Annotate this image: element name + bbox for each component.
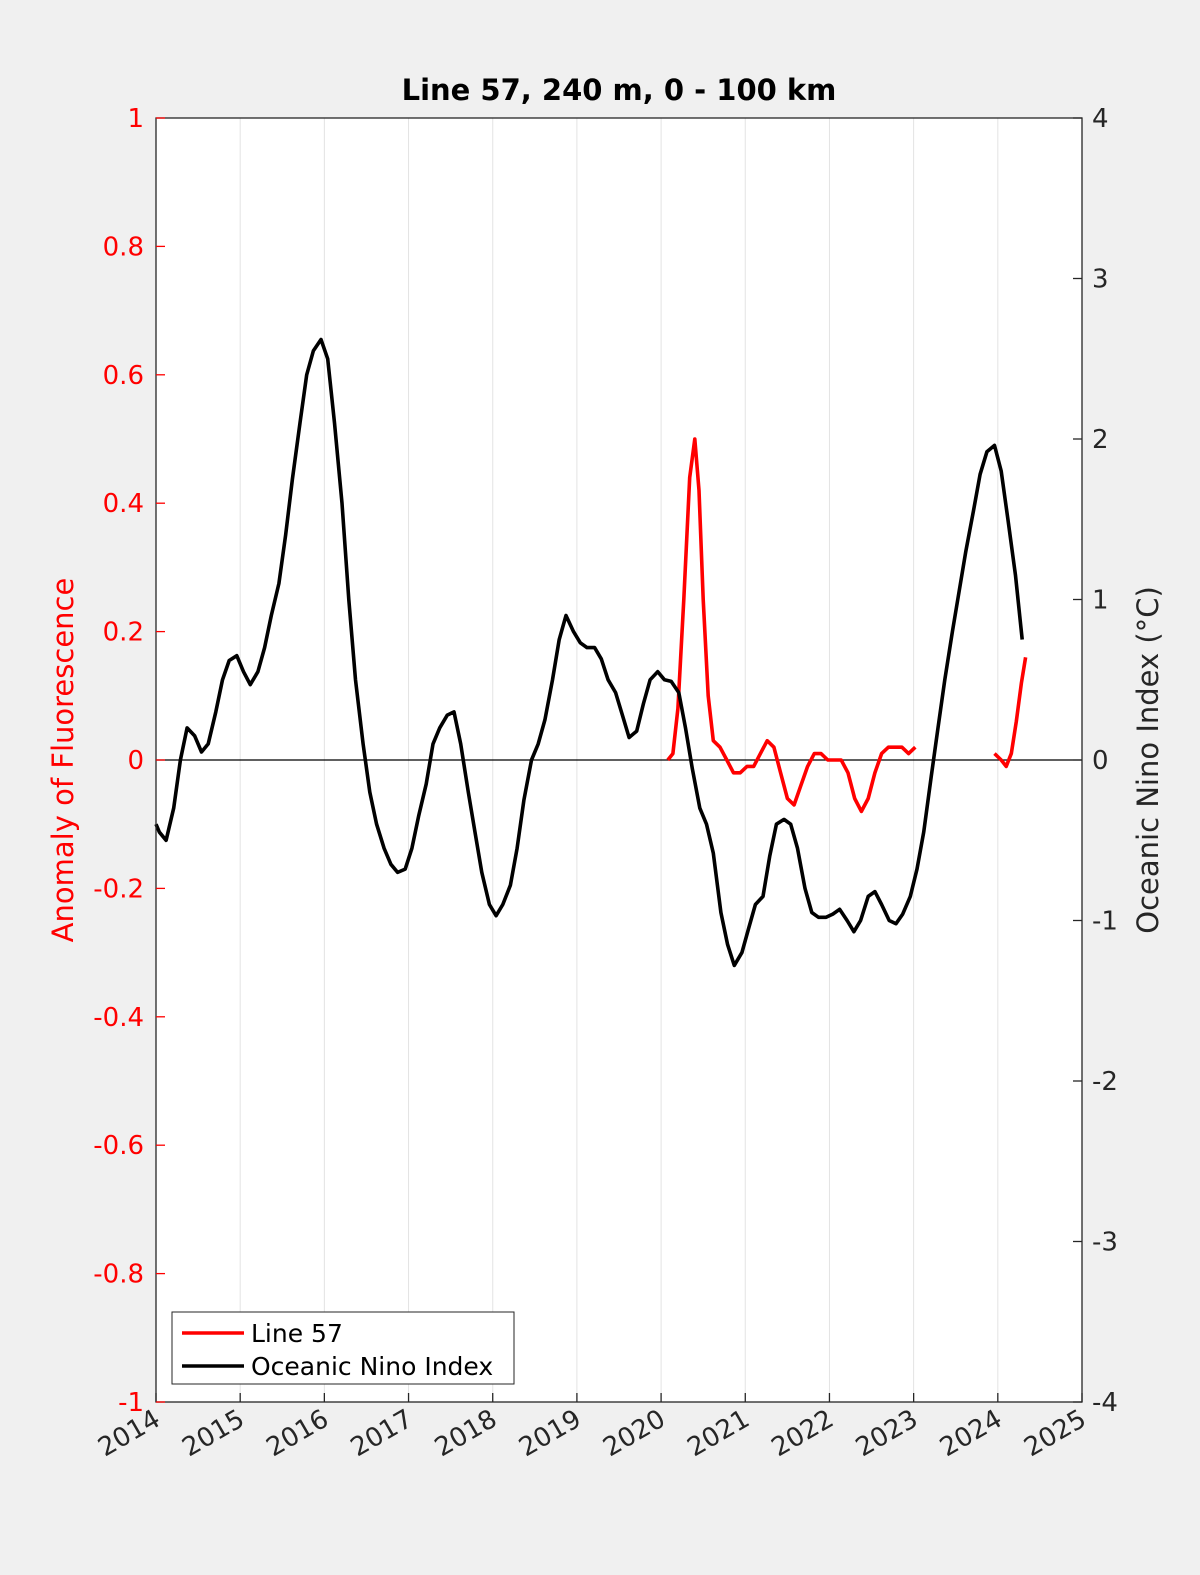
legend-label-line57: Line 57 (251, 1319, 343, 1348)
left-y-tick-label: -0.4 (93, 1003, 144, 1033)
right-y-tick-label: 0 (1092, 746, 1109, 776)
left-y-tick-label: -0.8 (93, 1260, 144, 1290)
left-y-tick-label: 0.8 (103, 232, 144, 262)
left-axis-label: Anomaly of Fluorescence (46, 578, 80, 943)
line57-series-line-segment-1 (666, 437, 917, 814)
right-y-tick-label: -3 (1092, 1228, 1118, 1258)
right-y-tick-label: 3 (1092, 265, 1109, 295)
x-axis: 2014 2015 2016 2017 2018 2019 2020 2021 2022 2023… (93, 1393, 1092, 1463)
legend: Line 57 Oceanic Nino Index (171, 1311, 515, 1385)
x-tick-label: 2023 (851, 1404, 923, 1463)
left-y-tick-label: 0.4 (103, 489, 144, 519)
x-tick-label: 2020 (598, 1404, 670, 1463)
x-tick-label: 2018 (430, 1404, 502, 1463)
x-tick-label: 2021 (682, 1404, 754, 1463)
right-y-axis: 4 3 2 1 0 -1 -2 -3 -4 (1073, 104, 1118, 1418)
x-tick-label: 2015 (177, 1404, 249, 1463)
series-layer (154, 337, 1028, 968)
oni-series-line-segment-1 (154, 337, 1024, 968)
left-y-tick-label: -0.6 (93, 1131, 144, 1161)
right-y-tick-label: -1 (1092, 907, 1118, 937)
right-y-tick-label: 1 (1092, 586, 1109, 616)
right-y-tick-label: 2 (1092, 425, 1109, 455)
x-tick-label: 2017 (346, 1404, 418, 1463)
x-tick-label: 2025 (1019, 1404, 1091, 1463)
x-tick-label: 2016 (262, 1404, 334, 1463)
right-y-tick-label: 4 (1092, 104, 1109, 134)
right-y-tick-label: -2 (1092, 1067, 1118, 1097)
line57-series-line-segment-2 (993, 657, 1028, 769)
chart-title: Line 57, 240 m, 0 - 100 km (402, 73, 837, 107)
left-y-axis: 1 0.8 0.6 0.4 0.2 0 -0.2 -0.4 -0.6 -0.8 -1 (93, 104, 165, 1418)
x-tick-label: 2019 (514, 1404, 586, 1463)
left-y-tick-label: -1 (118, 1388, 144, 1418)
legend-label-oni: Oceanic Nino Index (251, 1352, 493, 1381)
legend-box (171, 1311, 515, 1385)
left-y-tick-label: 0.6 (103, 361, 144, 391)
left-y-tick-label: 0.2 (103, 618, 144, 648)
x-tick-label: 2022 (767, 1404, 839, 1463)
left-y-tick-label: -0.2 (93, 874, 144, 904)
right-y-tick-label: -4 (1092, 1388, 1118, 1418)
left-y-tick-label: 0 (127, 746, 144, 776)
right-axis-label: Oceanic Nino Index (°C) (1131, 586, 1165, 934)
left-y-tick-label: 1 (127, 104, 144, 134)
x-tick-label: 2024 (935, 1404, 1007, 1463)
